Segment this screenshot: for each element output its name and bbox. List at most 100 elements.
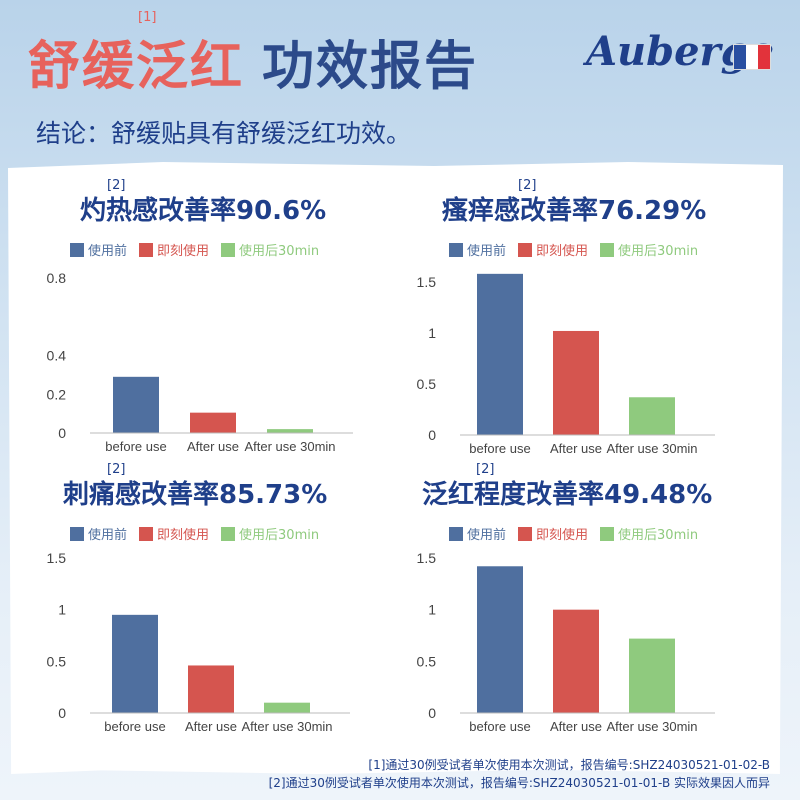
- bar: [112, 614, 158, 713]
- chart-title-note: [2]: [518, 178, 537, 193]
- legend-item: 使用前: [70, 240, 127, 259]
- france-flag-icon: [733, 44, 771, 70]
- chart-title: 刺痛感改善率85.73%: [63, 480, 328, 510]
- y-tick-label: 1: [58, 602, 66, 618]
- legend-label: 使用前: [467, 528, 507, 543]
- x-tick-label: After use 30min: [241, 719, 332, 734]
- bar: [477, 566, 523, 713]
- y-tick-label: 0: [58, 425, 66, 441]
- bar-chart-svg: 0 0.5 1 1.5 before use After use After use 30m…: [417, 550, 715, 734]
- bar: [629, 638, 675, 713]
- legend-item: 即刻使用: [518, 524, 588, 543]
- y-tick-label: 1.5: [47, 550, 67, 566]
- title-blue: 功效报告: [262, 37, 479, 97]
- x-tick-label: After use: [185, 719, 237, 734]
- bar: [553, 330, 599, 435]
- y-tick-label: 0: [428, 427, 436, 443]
- y-tick-label: 1: [428, 602, 436, 618]
- chart-legend: 使用前 即刻使用 使用后30min: [449, 240, 698, 259]
- bar: [477, 273, 523, 435]
- legend-label: 使用前: [88, 528, 128, 543]
- legend-swatch: [139, 526, 154, 541]
- bar: [264, 702, 310, 713]
- chart-legend: 使用前 即刻使用 使用后30min: [70, 524, 319, 543]
- x-tick-label: After use: [187, 439, 239, 454]
- footer-note-1: [1]通过30例受试者单次使用本次测试，报告编号:SHZ24030521-01-…: [368, 758, 770, 772]
- legend-label: 使用后30min: [239, 244, 320, 259]
- legend-label: 即刻使用: [536, 244, 589, 259]
- legend-item: 即刻使用: [139, 240, 209, 259]
- title-red: 舒缓泛红: [28, 37, 245, 97]
- x-tick-label: After use 30min: [606, 719, 697, 734]
- chart-legend: 使用前 即刻使用 使用后30min: [70, 240, 319, 259]
- legend-swatch: [70, 526, 84, 541]
- legend-label: 即刻使用: [157, 528, 210, 543]
- bar: [190, 412, 236, 433]
- x-tick-label: before use: [105, 439, 166, 454]
- legend-item: 即刻使用: [518, 240, 588, 259]
- x-tick-label: before use: [469, 719, 530, 734]
- legend-item: 使用前: [449, 240, 506, 259]
- x-tick-label: After use 30min: [606, 441, 697, 456]
- y-tick-label: 1.5: [417, 274, 437, 290]
- legend-item: 即刻使用: [139, 524, 209, 543]
- footer-note-2: [2]通过30例受试者单次使用本次测试，报告编号:SHZ24030521-01-…: [268, 776, 770, 790]
- bar-chart-svg: 0 0.2 0.4 0.8 before use After use After use 3…: [47, 270, 353, 454]
- flag-white-stripe: [746, 45, 758, 69]
- y-tick-label: 0.4: [47, 348, 67, 364]
- legend-item: 使用后30min: [600, 240, 698, 259]
- legend-item: 使用后30min: [221, 240, 319, 259]
- legend-label: 即刻使用: [536, 528, 589, 543]
- legend-swatch: [518, 242, 533, 257]
- legend-swatch: [70, 242, 84, 257]
- legend-swatch: [600, 526, 615, 541]
- legend-label: 使用前: [467, 244, 507, 259]
- legend-swatch: [139, 242, 154, 257]
- chart-panel-itching: [2] 瘙痒感改善率76.29% 使用前 即刻使用 使用后30min 0 0.5 1 1.5 be…: [410, 178, 750, 468]
- legend-label: 即刻使用: [157, 244, 210, 259]
- legend-label: 使用后30min: [618, 528, 699, 543]
- title-note: [1]: [138, 10, 157, 25]
- legend-swatch: [600, 242, 615, 257]
- chart-title: 灼热感改善率90.6%: [80, 196, 327, 226]
- legend-swatch: [449, 526, 463, 541]
- x-tick-label: After use: [550, 441, 602, 456]
- y-tick-label: 0: [428, 705, 436, 721]
- bar-chart-svg: 0 0.5 1 1.5 before use After use After use 30m…: [47, 550, 350, 734]
- x-tick-label: before use: [469, 441, 530, 456]
- bar-chart-svg: 0 0.5 1 1.5 before use After use After use 30m…: [417, 273, 715, 456]
- y-tick-label: 1: [428, 325, 436, 341]
- y-tick-label: 0.5: [417, 653, 437, 669]
- bar: [553, 609, 599, 713]
- x-tick-label: before use: [104, 719, 165, 734]
- chart-panel-redness: [2] 泛红程度改善率49.48% 使用前 即刻使用 使用后30min 0 0.5 1 1.5 b…: [410, 462, 750, 752]
- bar: [267, 429, 313, 433]
- legend-label: 使用后30min: [618, 244, 699, 259]
- y-tick-label: 0: [58, 705, 66, 721]
- chart-panel-stinging: [2] 刺痛感改善率85.73% 使用前 即刻使用 使用后30min 0 0.5 1 1.5 be…: [40, 462, 380, 752]
- legend-swatch: [221, 242, 236, 257]
- bar: [629, 397, 675, 435]
- legend-item: 使用后30min: [600, 524, 698, 543]
- legend-item: 使用前: [449, 524, 506, 543]
- y-tick-label: 0.5: [417, 376, 437, 392]
- chart-title: 泛红程度改善率49.48%: [422, 480, 713, 510]
- legend-swatch: [221, 526, 236, 541]
- x-tick-label: After use 30min: [244, 439, 335, 454]
- x-tick-label: After use: [550, 719, 602, 734]
- y-tick-label: 0.5: [47, 653, 67, 669]
- chart-title-note: [2]: [107, 178, 126, 193]
- y-tick-label: 1.5: [417, 550, 437, 566]
- legend-item: 使用后30min: [221, 524, 319, 543]
- legend-swatch: [518, 526, 533, 541]
- legend-item: 使用前: [70, 524, 127, 543]
- flag-blue-stripe: [734, 45, 746, 69]
- chart-panel-burning: [2] 灼热感改善率90.6% 使用前 即刻使用 使用后30min 0 0.2 0.4 0.8 b…: [40, 178, 380, 468]
- legend-label: 使用后30min: [239, 528, 320, 543]
- y-tick-label: 0.2: [47, 386, 67, 402]
- footer-notes: [1]通过30例受试者单次使用本次测试，报告编号:SHZ24030521-01-…: [269, 756, 770, 792]
- legend-label: 使用前: [88, 244, 128, 259]
- chart-title-note: [2]: [476, 462, 495, 477]
- conclusion-text: 结论：舒缓贴具有舒缓泛红功效。: [36, 119, 412, 148]
- flag-red-stripe: [758, 45, 770, 69]
